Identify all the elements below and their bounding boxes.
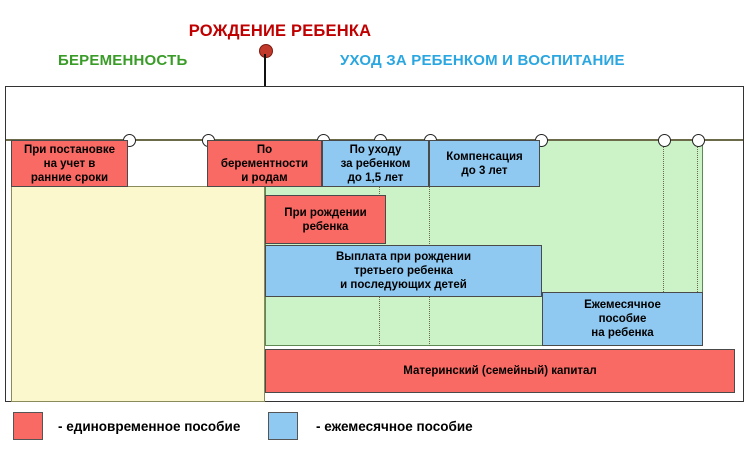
benefit-box-early-registration[interactable]: При постановке на учет в ранние сроки — [11, 140, 128, 187]
benefit-box-childcare-up-to-1-5-years[interactable]: По уходу за ребенком до 1,5 лет — [322, 140, 429, 187]
legend-label-monthly: - ежемесячное пособие — [316, 419, 473, 434]
timeline-node-18-years[interactable] — [692, 134, 705, 147]
legend-swatch-monthly — [268, 412, 298, 440]
benefit-box-monthly-child-allowance[interactable]: Ежемесячное пособие на ребенка — [542, 292, 703, 346]
timeline-node-16-years[interactable] — [658, 134, 671, 147]
benefit-box-pregnancy-childbirth[interactable]: По берементности и родам — [207, 140, 322, 187]
legend-swatch-lump-sum — [13, 412, 43, 440]
heading-childcare: УХОД ЗА РЕБЕНКОМ И ВОСПИТАНИЕ — [340, 52, 625, 69]
birth-marker-dot — [259, 44, 273, 58]
heading-pregnancy: БЕРЕМЕННОСТЬ — [58, 52, 188, 69]
legend-label-lump-sum: - единовременное пособие — [58, 419, 241, 434]
benefit-box-at-birth[interactable]: При рождении ребенка — [265, 195, 386, 244]
guide-line-18-years — [697, 140, 698, 346]
benefit-box-maternity-capital[interactable]: Материнский (семейный) капитал — [265, 349, 735, 393]
benefit-box-third-child-payment[interactable]: Выплата при рождении третьего ребенка и … — [265, 245, 542, 297]
guide-line-16-years — [663, 140, 664, 346]
band-pregnancy-background — [11, 186, 265, 402]
benefit-box-compensation-up-to-3-years[interactable]: Компенсация до 3 лет — [429, 140, 540, 187]
heading-birth: РОЖДЕНИЕ РЕБЕНКА — [188, 22, 372, 40]
